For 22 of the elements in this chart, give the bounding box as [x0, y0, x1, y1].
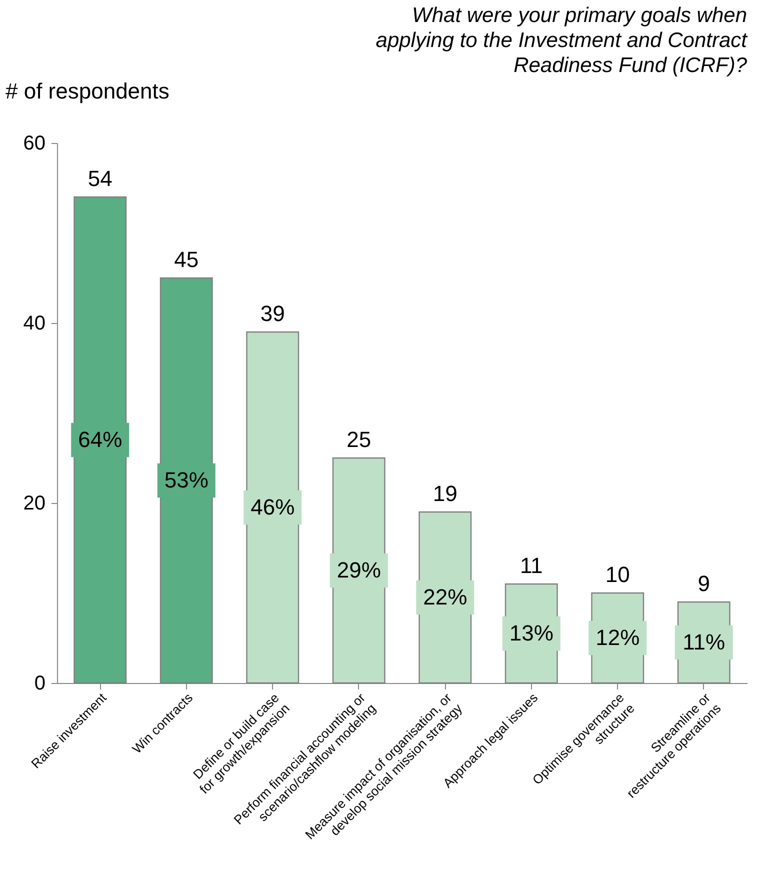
chart-title: What were your primary goals when applying to the Investment and Contract Readiness Fund (ICRF)? — [376, 4, 748, 77]
y-tick-label: 60 — [23, 132, 46, 154]
data-label: 45 — [174, 247, 199, 272]
annotation: 22% — [423, 584, 468, 610]
data-label: 10 — [605, 562, 630, 587]
annotation: 53% — [164, 468, 208, 492]
y-tick-label: 20 — [23, 492, 46, 514]
y-tick-label: 0 — [34, 672, 46, 694]
data-label: 39 — [260, 301, 285, 326]
data-label: 54 — [88, 166, 112, 191]
annotation: 12% — [596, 625, 640, 650]
annotation: 11% — [682, 630, 726, 654]
y-tick-label: 40 — [23, 312, 46, 334]
data-label: 19 — [432, 481, 458, 506]
annotation: 29% — [336, 558, 381, 582]
data-label: 25 — [346, 427, 372, 452]
data-label: 9 — [698, 571, 710, 596]
y-axis-title: # of respondents — [6, 78, 170, 104]
annotation: 13% — [509, 620, 554, 646]
annotation: 46% — [250, 494, 295, 520]
data-label: 11 — [520, 553, 543, 578]
annotation: 64% — [78, 427, 122, 452]
